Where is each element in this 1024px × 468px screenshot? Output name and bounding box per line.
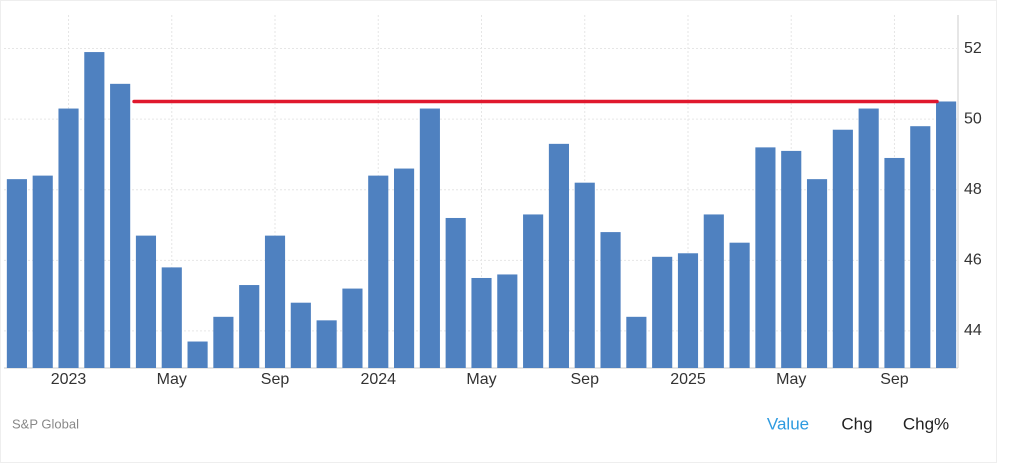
x-tick-label: Sep (880, 371, 909, 388)
bar (548, 143, 569, 368)
bar (781, 150, 802, 368)
y-tick-label: 48 (964, 181, 982, 198)
y-tick-label: 52 (964, 40, 982, 57)
x-tick-label: May (157, 371, 187, 388)
x-tick-label: 2024 (360, 371, 396, 388)
bar (135, 235, 157, 368)
bar (652, 256, 673, 368)
bar (806, 179, 828, 368)
bar (910, 126, 931, 368)
y-tick-label: 44 (964, 322, 982, 339)
bar (342, 288, 363, 368)
x-tick-label: Sep (571, 371, 600, 388)
bar (187, 341, 208, 368)
bar (213, 316, 234, 368)
source: S&P Global (12, 416, 79, 431)
bar (6, 179, 27, 368)
bar (264, 235, 286, 368)
bar (884, 157, 905, 368)
bar (290, 302, 311, 368)
bar (445, 217, 466, 368)
bar (677, 253, 699, 368)
x-tick-label: May (466, 371, 496, 388)
frame (0, 0, 997, 463)
bar (755, 147, 776, 368)
control-button[interactable]: Chg (841, 414, 872, 433)
bar (161, 267, 182, 368)
bar (32, 175, 53, 368)
y-tick-label: 46 (964, 252, 982, 269)
bar (394, 168, 415, 368)
bar (471, 277, 492, 368)
bar (58, 108, 79, 369)
bar (368, 175, 389, 368)
bar (729, 242, 750, 368)
bar (626, 316, 647, 368)
bar (936, 101, 957, 369)
bar (84, 52, 105, 368)
bar (497, 274, 518, 368)
bar (858, 108, 879, 369)
bar (703, 214, 724, 368)
bar (419, 108, 440, 369)
x-tick-label: May (776, 371, 806, 388)
y-tick-label: 50 (964, 110, 982, 127)
bar (110, 83, 131, 369)
control-button[interactable]: Chg% (903, 414, 949, 433)
bar (832, 129, 853, 368)
x-tick-label: 2023 (51, 371, 87, 388)
x-tick-label: 2025 (670, 371, 706, 388)
bar (523, 214, 544, 368)
bar (316, 320, 337, 368)
control-button[interactable]: Value (767, 414, 809, 433)
bar (574, 182, 595, 368)
bar (239, 285, 260, 368)
x-tick-label: Sep (261, 371, 290, 388)
bar (600, 232, 621, 368)
